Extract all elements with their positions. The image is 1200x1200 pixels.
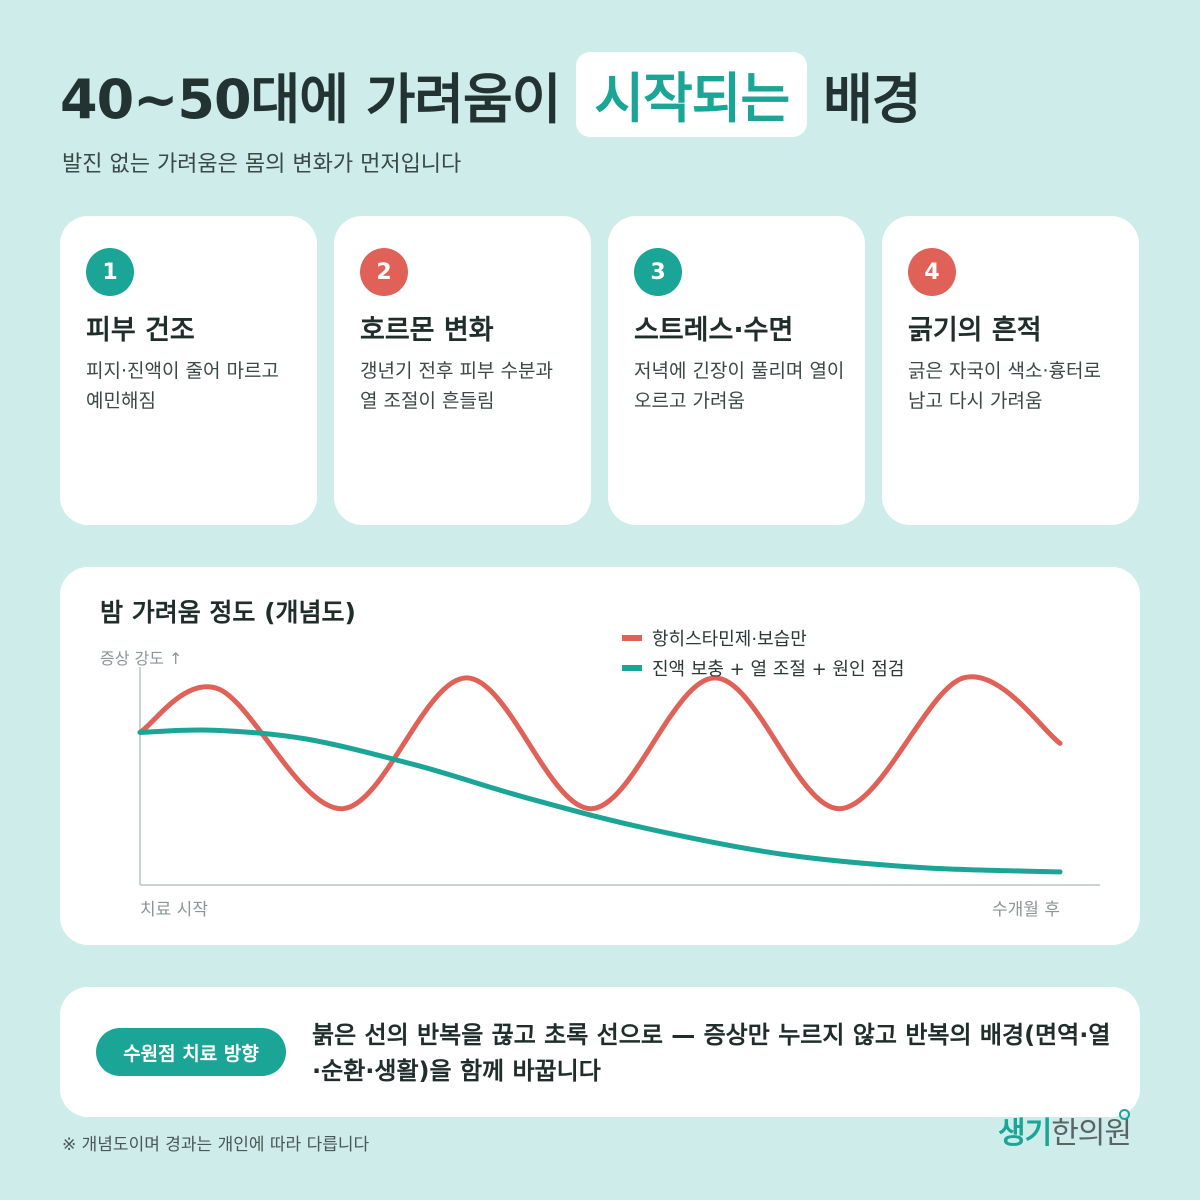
cause-card-2: 2 호르몬 변화 갱년기 전후 피부 수분과 열 조절이 흔들림 (334, 216, 591, 525)
chart-legend: 항히스타민제·보습만 진액 보충 + 열 조절 + 원인 점검 (622, 623, 904, 683)
legend-swatch-red (622, 635, 642, 641)
card-title: 호르몬 변화 (360, 315, 494, 346)
itch-chart (137, 667, 1100, 886)
series-line-antihistamine (137, 674, 1063, 812)
card-title: 스트레스·수면 (634, 315, 794, 346)
direction-badge: 수원점 치료 방향 (96, 1028, 286, 1076)
legend-item-antihistamine: 항히스타민제·보습만 (622, 623, 904, 653)
page-subtitle: 발진 없는 가려움은 몸의 변화가 먼저입니다 (62, 152, 462, 177)
card-description: 긁은 자국이 색소·흉터로 남고 다시 가려움 (908, 360, 1101, 412)
legend-swatch-teal (622, 665, 642, 671)
logo-part-1: 생기 (998, 1116, 1052, 1151)
title-highlight: 시작되는 (576, 51, 808, 137)
x-axis-start-label: 치료 시작 (140, 900, 208, 920)
x-axis-end-label: 수개월 후 (992, 900, 1060, 920)
y-axis-label: 증상 강도 ↑ (100, 649, 183, 668)
title-pre: 40~50대에 가려움이 (60, 67, 561, 131)
logo-dot-icon (1119, 1109, 1130, 1120)
cause-card-1: 1 피부 건조 피지·진액이 줄어 마르고 예민해짐 (60, 216, 317, 525)
direction-text: 붉은 선의 반복을 끊고 초록 선으로 — 증상만 누르지 않고 반복의 배경(… (312, 1021, 1111, 1085)
card-number-badge: 2 (360, 248, 408, 296)
card-title: 피부 건조 (86, 315, 195, 346)
card-title: 긁기의 흔적 (908, 315, 1042, 346)
chart-panel: 밤 가려움 정도 (개념도) 증상 강도 ↑ 치료 시작 수개월 후 항히스타민… (60, 567, 1140, 945)
card-description: 저녁에 긴장이 풀리며 열이 오르고 가려움 (634, 360, 845, 412)
footnote: ※ 개념도이며 경과는 개인에 따라 다릅니다 (62, 1135, 370, 1155)
cause-card-4: 4 긁기의 흔적 긁은 자국이 색소·흉터로 남고 다시 가려움 (882, 216, 1139, 525)
legend-item-root-treatment: 진액 보충 + 열 조절 + 원인 점검 (622, 653, 904, 683)
card-description: 피지·진액이 줄어 마르고 예민해짐 (86, 360, 279, 412)
cause-card-3: 3 스트레스·수면 저녁에 긴장이 풀리며 열이 오르고 가려움 (608, 216, 865, 525)
card-number-badge: 4 (908, 248, 956, 296)
legend-label: 항히스타민제·보습만 (652, 629, 807, 650)
chart-title: 밤 가려움 정도 (개념도) (100, 598, 356, 627)
card-description: 갱년기 전후 피부 수분과 열 조절이 흔들림 (360, 360, 553, 412)
clinic-logo: 생기한의원 (998, 1108, 1132, 1152)
legend-label: 진액 보충 + 열 조절 + 원인 점검 (652, 659, 905, 680)
page-title: 40~50대에 가려움이 시작되는 배경 (60, 51, 922, 137)
title-post: 배경 (823, 67, 921, 131)
series-line-root-treatment (137, 727, 1063, 875)
logo-part-2: 한의원 (1051, 1116, 1132, 1151)
card-number-badge: 3 (634, 248, 682, 296)
treatment-direction-panel: 수원점 치료 방향 붉은 선의 반복을 끊고 초록 선으로 — 증상만 누르지 … (60, 987, 1140, 1117)
card-number-badge: 1 (86, 248, 134, 296)
